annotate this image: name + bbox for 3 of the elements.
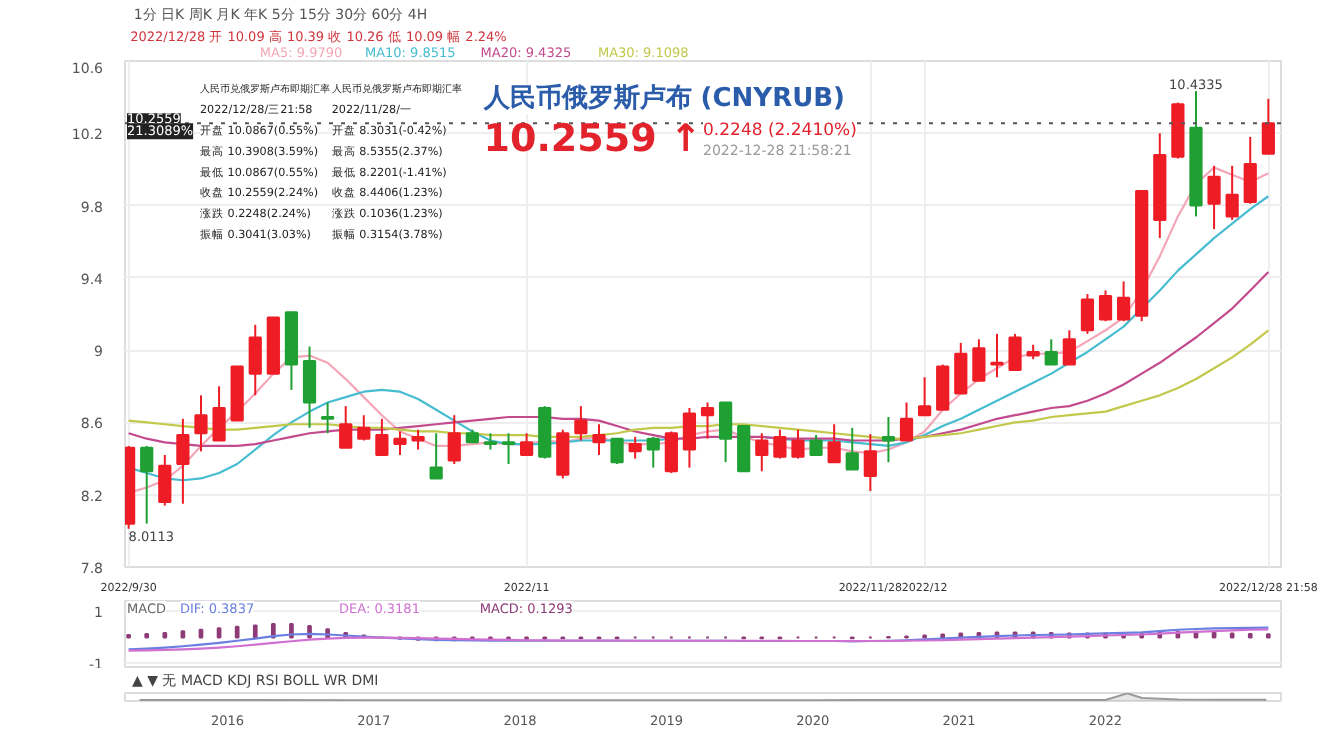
text: 人民币俄罗斯卢布 (CNYRUB) [481, 82, 845, 115]
annotation: 10.2559 ↑ [483, 116, 702, 161]
annotation: 0.2248 (2.2410%) [703, 121, 857, 142]
